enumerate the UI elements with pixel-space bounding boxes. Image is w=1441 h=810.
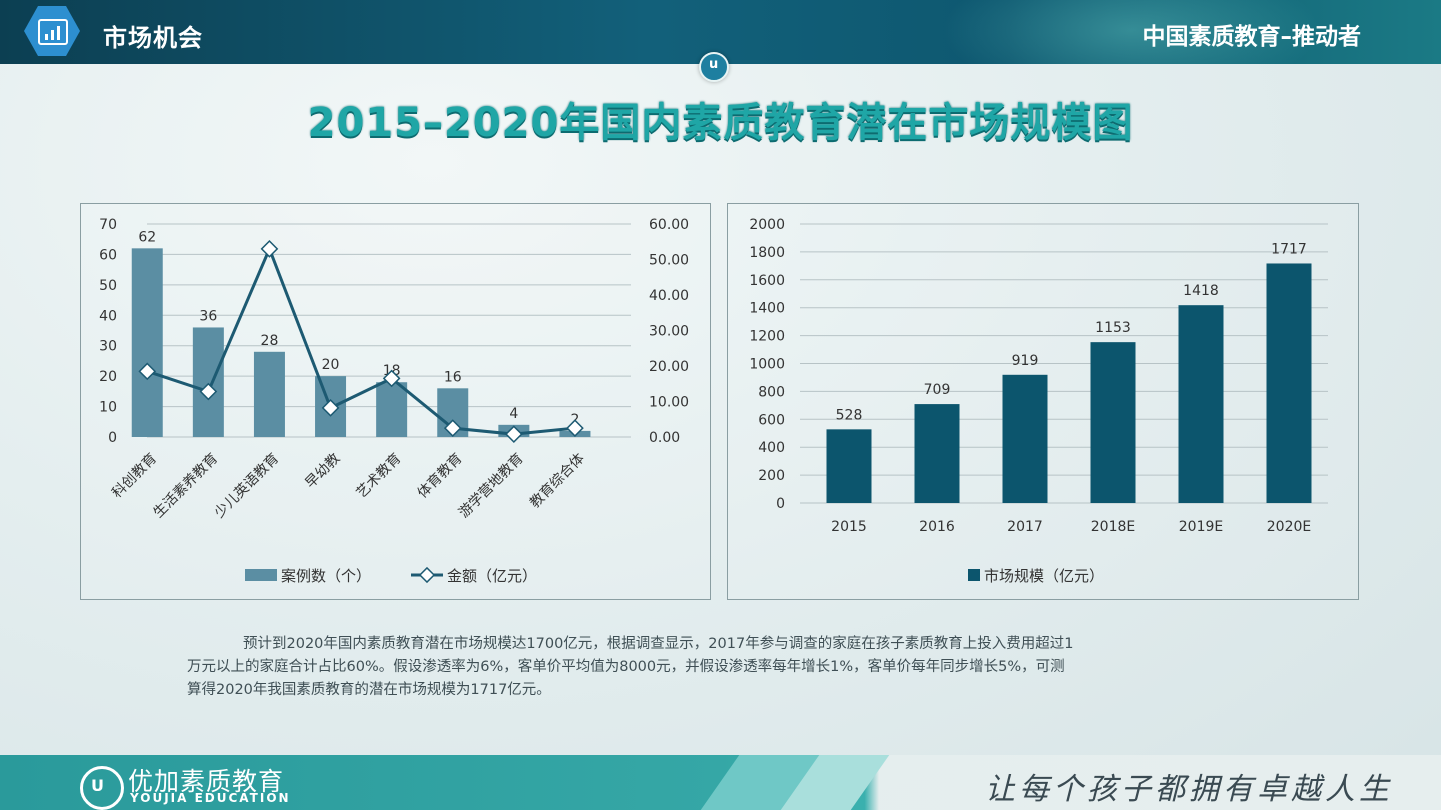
bar [376, 382, 408, 437]
y-tick-left: 50 [99, 278, 117, 294]
bar-label: 36 [199, 308, 217, 324]
line-point [566, 419, 584, 437]
line-point [260, 240, 279, 258]
bar [1090, 342, 1136, 503]
center-badge-icon: u [699, 52, 729, 82]
legend-label-line: 金额（亿元） [447, 567, 537, 585]
bar [1266, 263, 1312, 503]
header-slogan: 中国素质教育–推动者 [1142, 24, 1362, 50]
y-tick: 200 [758, 468, 785, 484]
y-tick-right: 50.00 [649, 253, 689, 269]
line-point [321, 399, 340, 417]
bar [1002, 374, 1048, 503]
legend-label-bar: 案例数（个） [281, 567, 371, 585]
x-tick-label: 生活素养教育 [150, 451, 221, 522]
amount-line [146, 244, 576, 436]
bar-label: 28 [261, 333, 279, 349]
section-title: 市场机会 [103, 24, 203, 52]
y-tick: 400 [758, 440, 785, 456]
line-point [199, 382, 218, 401]
bar-label: 528 [836, 407, 863, 423]
legend-swatch [968, 569, 980, 581]
y-tick-right: 60.00 [649, 217, 689, 233]
y-tick: 0 [776, 496, 785, 512]
market-size-chart: 0 200 400 600 800 1000 1200 1400 1600 1800 2000 528… [749, 217, 1328, 585]
y-tick-right: 20.00 [649, 359, 689, 375]
x-tick-label: 早幼教 [302, 451, 343, 492]
bar-label: 20 [322, 357, 340, 373]
y-tick: 1800 [749, 245, 785, 261]
page-title: 2015–2020年国内素质教育潜在市场规模图 [307, 100, 1134, 146]
y-tick-left: 70 [99, 217, 117, 233]
y-tick-left: 0 [108, 430, 117, 446]
x-tick-label: 2019E [1179, 519, 1223, 535]
header-bar: 市场机会 中国素质教育–推动者 [0, 0, 1441, 64]
x-tick-label: 教育综合体 [527, 451, 588, 512]
y-tick-right: 30.00 [649, 324, 689, 340]
bar [192, 327, 224, 437]
x-tick-label: 体育教育 [415, 451, 466, 502]
y-tick-right: 40.00 [649, 288, 689, 304]
case-count-amount-chart: 0 10 20 30 40 50 60 70 0.00 10.00 20.00 30.00 40.00 5… [99, 217, 689, 585]
y-tick: 1000 [749, 357, 785, 373]
bar [131, 248, 163, 437]
bar [1178, 305, 1224, 503]
paragraph-line: 万元以上的家庭合计占比60%。假设渗透率为6%，客单价平均值为8000元，并假设… [187, 659, 1065, 675]
y-tick-right: 10.00 [649, 395, 689, 411]
y-tick: 800 [758, 384, 785, 400]
brand-seal-icon: U [80, 766, 124, 810]
y-tick: 600 [758, 412, 785, 428]
x-tick-label: 2017 [1007, 519, 1043, 535]
y-tick-right: 0.00 [649, 430, 680, 446]
right-chart-frame: 0 200 400 600 800 1000 1200 1400 1600 1800 2000 528… [727, 203, 1359, 600]
left-chart-frame: 0 10 20 30 40 50 60 70 0.00 10.00 20.00 30.00 40.00 5… [80, 203, 711, 600]
description-paragraph: 预计到2020年国内素质教育潜在市场规模达1700亿元，根据调查显示，2017年… [187, 633, 1235, 702]
legend-swatch-bar [245, 569, 277, 581]
line-point [382, 369, 401, 388]
x-tick-label: 2018E [1091, 519, 1135, 535]
y-tick-left: 40 [99, 308, 117, 324]
header-glow [941, 0, 1321, 64]
bar-label: 1717 [1271, 241, 1307, 257]
x-tick-label: 2015 [831, 519, 867, 535]
bar-label: 62 [138, 229, 156, 245]
seal-letter: U [91, 776, 104, 795]
legend-marker-line [418, 566, 436, 584]
footer-motto: 让每个孩子都拥有卓越人生 [985, 772, 1393, 807]
x-tick-label: 2016 [919, 519, 955, 535]
y-tick: 1200 [749, 329, 785, 345]
bar [826, 429, 872, 503]
y-tick: 1400 [749, 301, 785, 317]
x-tick-label: 游学营地教育 [456, 451, 527, 522]
bar-label: 1418 [1183, 283, 1219, 299]
x-tick-label: 少儿英语教育 [211, 450, 282, 521]
badge-letter: u [709, 57, 719, 72]
y-tick: 1600 [749, 273, 785, 289]
y-tick-left: 20 [99, 369, 117, 385]
line-point [138, 362, 157, 381]
y-tick-left: 10 [99, 400, 117, 416]
line-point [505, 425, 523, 443]
bar-label: 16 [444, 369, 462, 385]
footer-bar [0, 755, 1441, 810]
x-tick-label: 2020E [1267, 519, 1311, 535]
bar-label: 4 [509, 406, 518, 422]
paragraph-line: 预计到2020年国内素质教育潜在市场规模达1700亿元，根据调查显示，2017年… [243, 636, 1074, 652]
bar [914, 404, 960, 503]
y-tick-left: 30 [99, 339, 117, 355]
y-tick-left: 60 [99, 247, 117, 263]
line-point [443, 419, 462, 437]
brand-name: 优加素质教育 [128, 767, 285, 796]
x-tick-label: 科创教育 [109, 451, 160, 502]
legend-label: 市场规模（亿元） [984, 567, 1104, 585]
bar [253, 351, 285, 437]
bar-label: 709 [924, 382, 951, 398]
brand-name-en: YOUJIA EDUCATION [130, 791, 291, 805]
paragraph-line: 算得2020年我国素质教育的潜在市场规模为1717亿元。 [187, 682, 551, 698]
chart-board-icon [24, 6, 80, 56]
bar-label: 1153 [1095, 320, 1131, 336]
bar-label: 919 [1012, 353, 1039, 369]
y-tick: 2000 [749, 217, 785, 233]
x-tick-label: 艺术教育 [354, 451, 405, 502]
